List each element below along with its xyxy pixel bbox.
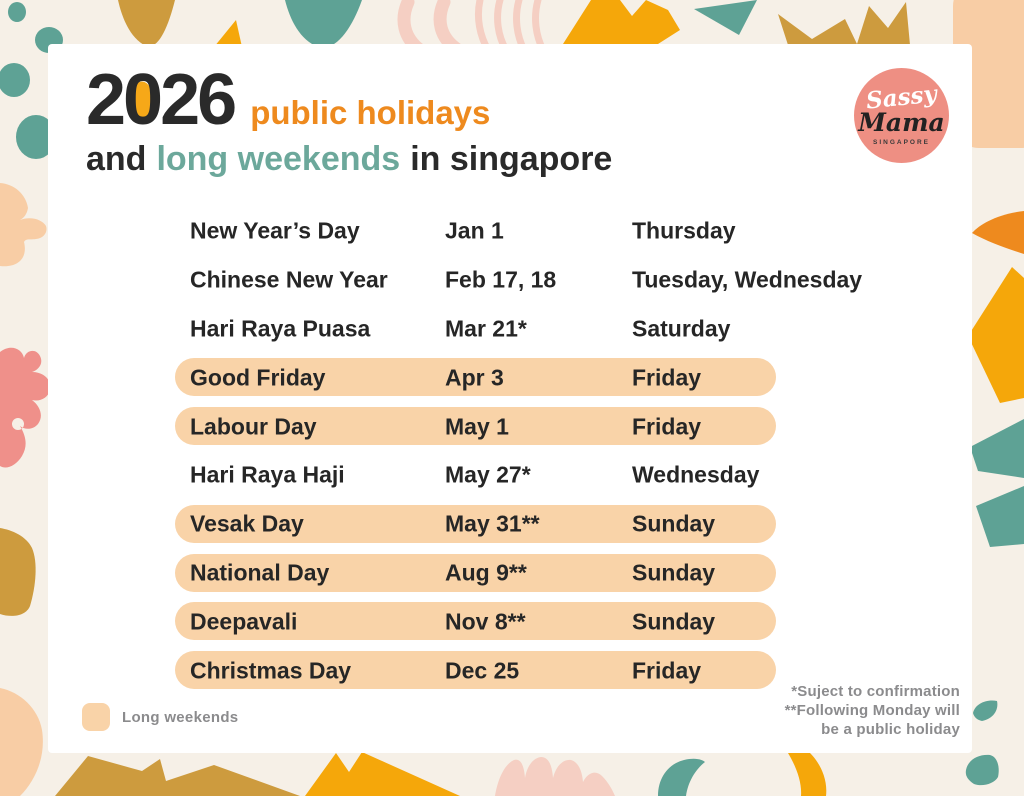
holiday-date: Nov 8** xyxy=(445,608,526,635)
holiday-day: Tuesday, Wednesday xyxy=(632,266,863,293)
decor-teal-crescent xyxy=(658,758,705,796)
title-year: 2 026 xyxy=(86,60,237,140)
holiday-name: Deepavali xyxy=(190,608,298,635)
holiday-date: Jan 1 xyxy=(445,217,504,244)
holiday-date: Apr 3 xyxy=(445,364,504,391)
holiday-day: Saturday xyxy=(632,315,731,342)
legend-label: Long weekends xyxy=(122,708,239,726)
title-line2: and long weekends in singapore xyxy=(86,142,612,176)
decor-pink-curve xyxy=(433,0,465,57)
holiday-name: Good Friday xyxy=(190,364,326,391)
zero-counter-fill xyxy=(130,81,154,123)
holiday-table: New Year’s Day Jan 1 Thursday Chinese Ne… xyxy=(48,207,972,695)
decor-yellow-shape xyxy=(305,752,460,796)
table-row: Labour Day May 1 Friday xyxy=(48,402,972,451)
holiday-date: May 1 xyxy=(445,413,509,440)
table-row: Hari Raya Haji May 27* Wednesday xyxy=(48,451,972,500)
footnotes: *Suject to confirmation **Following Mond… xyxy=(785,682,960,739)
holiday-date: May 31** xyxy=(445,510,540,537)
holiday-day: Thursday xyxy=(632,217,736,244)
holiday-day: Friday xyxy=(632,657,702,684)
table-row: Hari Raya Puasa Mar 21* Saturday xyxy=(48,305,972,354)
decor-pink-line xyxy=(532,0,547,54)
legend: Long weekends xyxy=(82,703,238,731)
holiday-day: Sunday xyxy=(632,510,716,537)
long-weekend-highlight xyxy=(175,407,776,446)
decor-peach-blob xyxy=(0,688,43,796)
holiday-name: Chinese New Year xyxy=(190,266,388,293)
holiday-date: Aug 9** xyxy=(445,559,527,586)
decor-mustard-blob xyxy=(118,0,175,47)
decor-orange-horn xyxy=(972,211,1024,254)
long-weekend-highlight xyxy=(175,358,776,397)
holiday-name: Labour Day xyxy=(190,413,317,440)
decor-yellow-diamond xyxy=(968,267,1024,403)
holiday-day: Friday xyxy=(632,413,702,440)
holiday-day: Sunday xyxy=(632,559,716,586)
decor-teal-blob xyxy=(965,754,999,786)
table-row: Deepavali Nov 8** Sunday xyxy=(48,597,972,646)
legend-swatch xyxy=(82,703,110,731)
long-weekend-highlight xyxy=(175,504,776,543)
decor-orange-strip xyxy=(788,753,827,796)
holiday-name: Christmas Day xyxy=(190,657,352,684)
decor-teal-wedge xyxy=(285,0,362,48)
decor-pink-curve xyxy=(397,0,427,57)
decor-pink-hand xyxy=(495,757,615,796)
holiday-name: New Year’s Day xyxy=(190,217,360,244)
logo-mama: Mama xyxy=(858,107,945,137)
decor-teal-dot xyxy=(16,115,56,159)
table-row: Chinese New Year Feb 17, 18 Tuesday, Wed… xyxy=(48,256,972,305)
long-weekend-highlight xyxy=(175,651,776,690)
decor-mustard-wedge xyxy=(0,528,36,616)
long-weekend-highlight xyxy=(175,602,776,641)
decor-yellow-zigzag xyxy=(563,0,680,44)
holiday-date: Dec 25 xyxy=(445,657,520,684)
decor-peach-blob xyxy=(0,183,47,267)
footnote-line: **Following Monday will xyxy=(784,702,960,719)
footnote-line: *Suject to confirmation xyxy=(791,683,960,700)
decor-orange-triangle xyxy=(214,20,242,47)
holiday-name: National Day xyxy=(190,559,330,586)
decor-teal-dot xyxy=(0,63,30,97)
sassymama-logo: Sassy Mama SINGAPORE xyxy=(854,68,949,163)
decor-pink-line xyxy=(474,0,492,54)
holiday-day: Sunday xyxy=(632,608,716,635)
table-row: National Day Aug 9** Sunday xyxy=(48,549,972,598)
title-public-holidays: public holidays xyxy=(250,94,491,131)
title-in-singapore: in singapore xyxy=(410,140,613,178)
holiday-day: Friday xyxy=(632,364,702,391)
table-row: Christmas Day Dec 25 Friday xyxy=(48,646,972,695)
holiday-date: Mar 21* xyxy=(445,315,527,342)
footnote-line: be a public holiday xyxy=(821,721,960,738)
year-zero: 0 xyxy=(123,60,163,140)
table-row: Vesak Day May 31** Sunday xyxy=(48,500,972,549)
decor-teal-triangle xyxy=(694,0,757,35)
decor-teal-band xyxy=(976,486,1024,547)
logo-sassy: Sassy xyxy=(864,79,939,115)
title-long-weekends: long weekends xyxy=(156,140,401,178)
decor-teal-blob xyxy=(973,700,998,721)
decor-mustard-star xyxy=(778,2,910,45)
logo-singapore: SINGAPORE xyxy=(872,138,930,146)
page-title: 2 026 public holidays and long weekends in … xyxy=(86,64,612,176)
holiday-date: Feb 17, 18 xyxy=(445,266,557,293)
holiday-card: 2 026 public holidays and long weekends in … xyxy=(48,44,972,753)
title-and: and xyxy=(86,140,147,178)
decor-pink-line xyxy=(513,0,528,54)
holiday-date: May 27* xyxy=(445,461,531,488)
decor-teal-dot xyxy=(8,2,26,22)
long-weekend-highlight xyxy=(175,553,776,592)
holiday-name: Hari Raya Haji xyxy=(190,461,345,488)
holiday-name: Hari Raya Puasa xyxy=(190,315,371,342)
holiday-day: Wednesday xyxy=(632,461,760,488)
decor-coral-splat xyxy=(0,347,51,468)
holiday-name: Vesak Day xyxy=(190,510,304,537)
table-row: New Year’s Day Jan 1 Thursday xyxy=(48,207,972,256)
table-row: Good Friday Apr 3 Friday xyxy=(48,353,972,402)
decor-teal-band xyxy=(970,419,1024,478)
decor-pink-line xyxy=(494,0,510,54)
decor-mustard-arrow xyxy=(55,756,300,796)
